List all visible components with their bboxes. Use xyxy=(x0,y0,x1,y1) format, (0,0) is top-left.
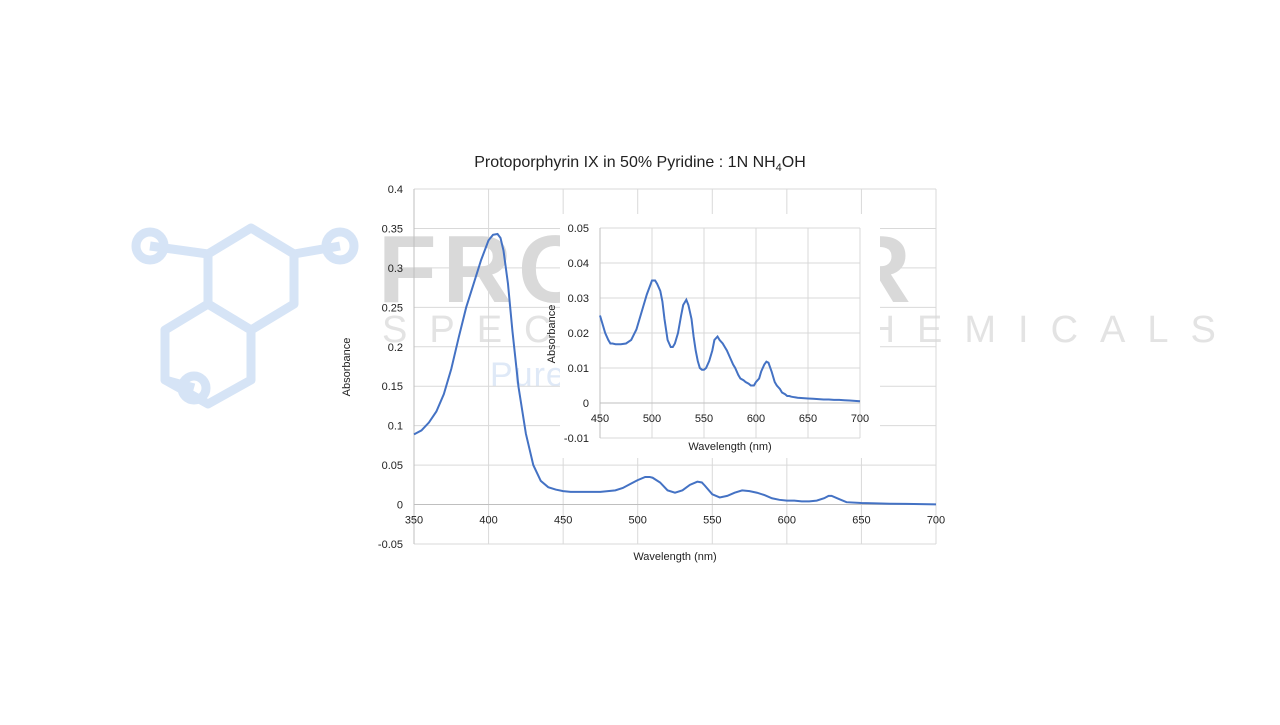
inset-x-tick-label: 600 xyxy=(747,413,765,425)
main-x-tick-label: 550 xyxy=(703,515,721,527)
main-x-tick-label: 400 xyxy=(479,515,497,527)
inset-series-line xyxy=(599,279,861,403)
main-y-tick-label: -0.05 xyxy=(378,539,403,551)
main-x-tick-labels: 350 400 450 500 550 600 650 700 xyxy=(405,515,945,527)
inset-y-tick-label: 0.01 xyxy=(568,363,589,375)
inset-x-tick-label: 700 xyxy=(851,413,869,425)
inset-y-tick-label: 0.05 xyxy=(568,223,589,235)
chart-title: Protoporphyrin IX in 50% Pyridine : 1N N… xyxy=(474,154,806,174)
inset-x-tick-label: 500 xyxy=(643,413,661,425)
main-y-tick-labels: 0.4 0.35 0.3 0.25 0.2 0.15 0.1 0.05 0 -0.05 xyxy=(378,184,403,551)
inset-gridlines xyxy=(599,227,861,439)
inset-y-tick-label: 0.02 xyxy=(568,328,589,340)
main-series-line xyxy=(413,232,937,506)
inset-y-tick-label: 0.03 xyxy=(568,293,589,305)
main-x-axis-title: Wavelength (nm) xyxy=(633,551,716,563)
inset-y-tick-labels: 0.05 0.04 0.03 0.02 0.01 0 -0.01 xyxy=(564,223,589,445)
main-x-tick-label: 700 xyxy=(927,515,945,527)
main-y-axis-title: Absorbance xyxy=(341,338,353,397)
inset-y-tick-label: 0 xyxy=(583,398,589,410)
main-y-tick-label: 0.15 xyxy=(382,381,403,393)
inset-y-tick-label: -0.01 xyxy=(564,433,589,445)
main-y-tick-label: 0.2 xyxy=(388,342,403,354)
inset-x-tick-label: 450 xyxy=(591,413,609,425)
main-y-tick-label: 0.4 xyxy=(388,184,403,196)
inset-x-tick-label: 550 xyxy=(695,413,713,425)
main-y-tick-label: 0.35 xyxy=(382,223,403,235)
main-x-tick-label: 600 xyxy=(778,515,796,527)
inset-x-axis-title: Wavelength (nm) xyxy=(688,441,771,453)
inset-background xyxy=(560,214,880,458)
inset-y-tick-label: 0.04 xyxy=(568,258,589,270)
main-y-tick-label: 0 xyxy=(397,500,403,512)
inset-y-axis-title: Absorbance xyxy=(546,305,558,364)
main-y-tick-label: 0.05 xyxy=(382,460,403,472)
main-x-tick-label: 450 xyxy=(554,515,572,527)
main-x-tick-label: 500 xyxy=(629,515,647,527)
main-y-tick-label: 0.1 xyxy=(388,421,403,433)
main-x-tick-label: 650 xyxy=(852,515,870,527)
main-x-tick-label: 350 xyxy=(405,515,423,527)
main-y-tick-label: 0.25 xyxy=(382,302,403,314)
inset-plot: 0.05 0.04 0.03 0.02 0.01 0 -0.01 450 500 550 600 6… xyxy=(546,214,880,458)
watermark-logo-icon xyxy=(131,223,359,409)
inset-x-tick-labels: 450 500 550 600 650 700 xyxy=(591,413,869,425)
main-y-tick-label: 0.3 xyxy=(388,263,403,275)
inset-x-tick-label: 650 xyxy=(799,413,817,425)
